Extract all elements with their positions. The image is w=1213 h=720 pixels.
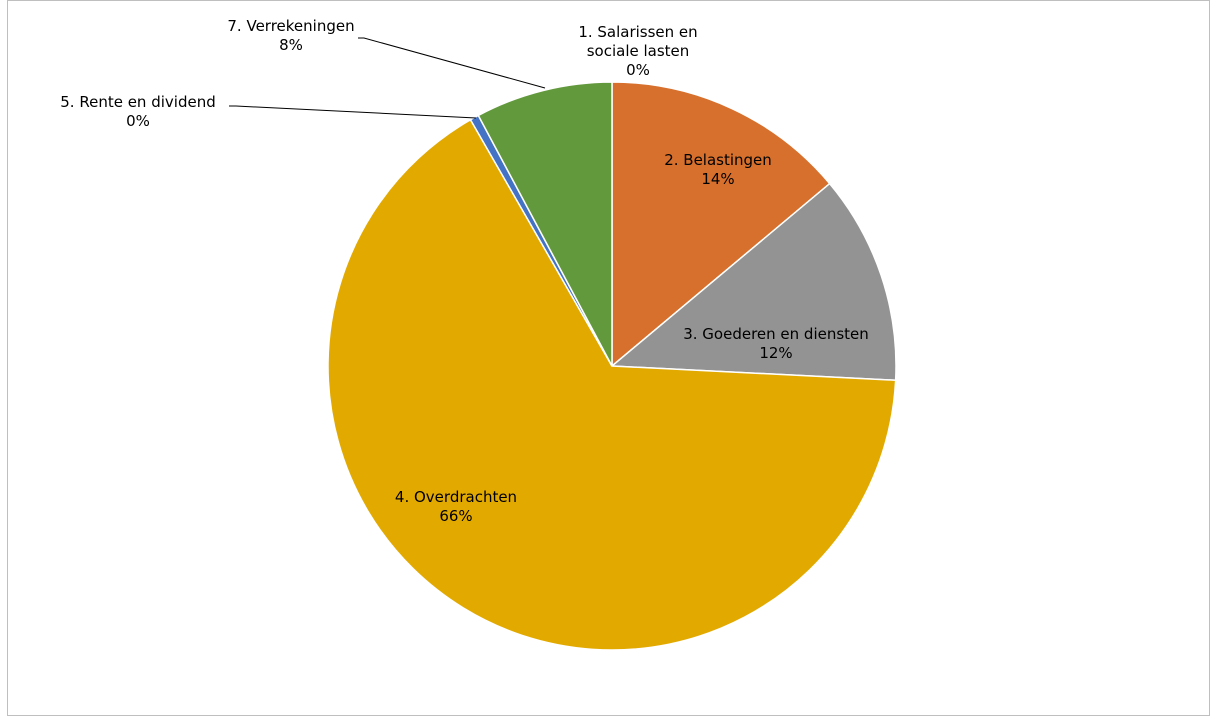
slice-percent: 0% xyxy=(626,61,650,79)
slice-label-3: 3. Goederen en diensten 12% xyxy=(683,325,869,362)
leader-line-5 xyxy=(229,105,477,119)
slice-percent: 66% xyxy=(439,507,472,525)
slice-name: 3. Goederen en diensten xyxy=(683,325,869,343)
pie-slice-6 xyxy=(477,81,613,367)
slice-name: sociale lasten xyxy=(587,42,690,60)
slice-name: 5. Rente en dividend xyxy=(60,93,215,111)
slice-label-1: 1. Salarissen en sociale lasten 0% xyxy=(578,23,697,79)
pie-slice-2 xyxy=(611,81,831,368)
leader-line-6 xyxy=(358,37,546,89)
slice-label-6: 7. Verrekeningen 8% xyxy=(227,17,354,54)
pie-slice-3 xyxy=(610,182,897,382)
pie-slice-4 xyxy=(327,118,897,651)
slice-label-2: 2. Belastingen 14% xyxy=(664,151,772,188)
slice-name: 7. Verrekeningen xyxy=(227,17,354,35)
slice-percent: 8% xyxy=(279,36,303,54)
slice-name: 2. Belastingen xyxy=(664,151,772,169)
slice-label-5: 5. Rente en dividend 0% xyxy=(60,93,215,130)
slice-label-4: 4. Overdrachten 66% xyxy=(395,488,517,525)
slice-name: 1. Salarissen en xyxy=(578,23,697,41)
slice-percent: 0% xyxy=(126,112,150,130)
slice-percent: 12% xyxy=(759,344,792,362)
slice-percent: 14% xyxy=(701,170,734,188)
slice-name: 4. Overdrachten xyxy=(395,488,517,506)
